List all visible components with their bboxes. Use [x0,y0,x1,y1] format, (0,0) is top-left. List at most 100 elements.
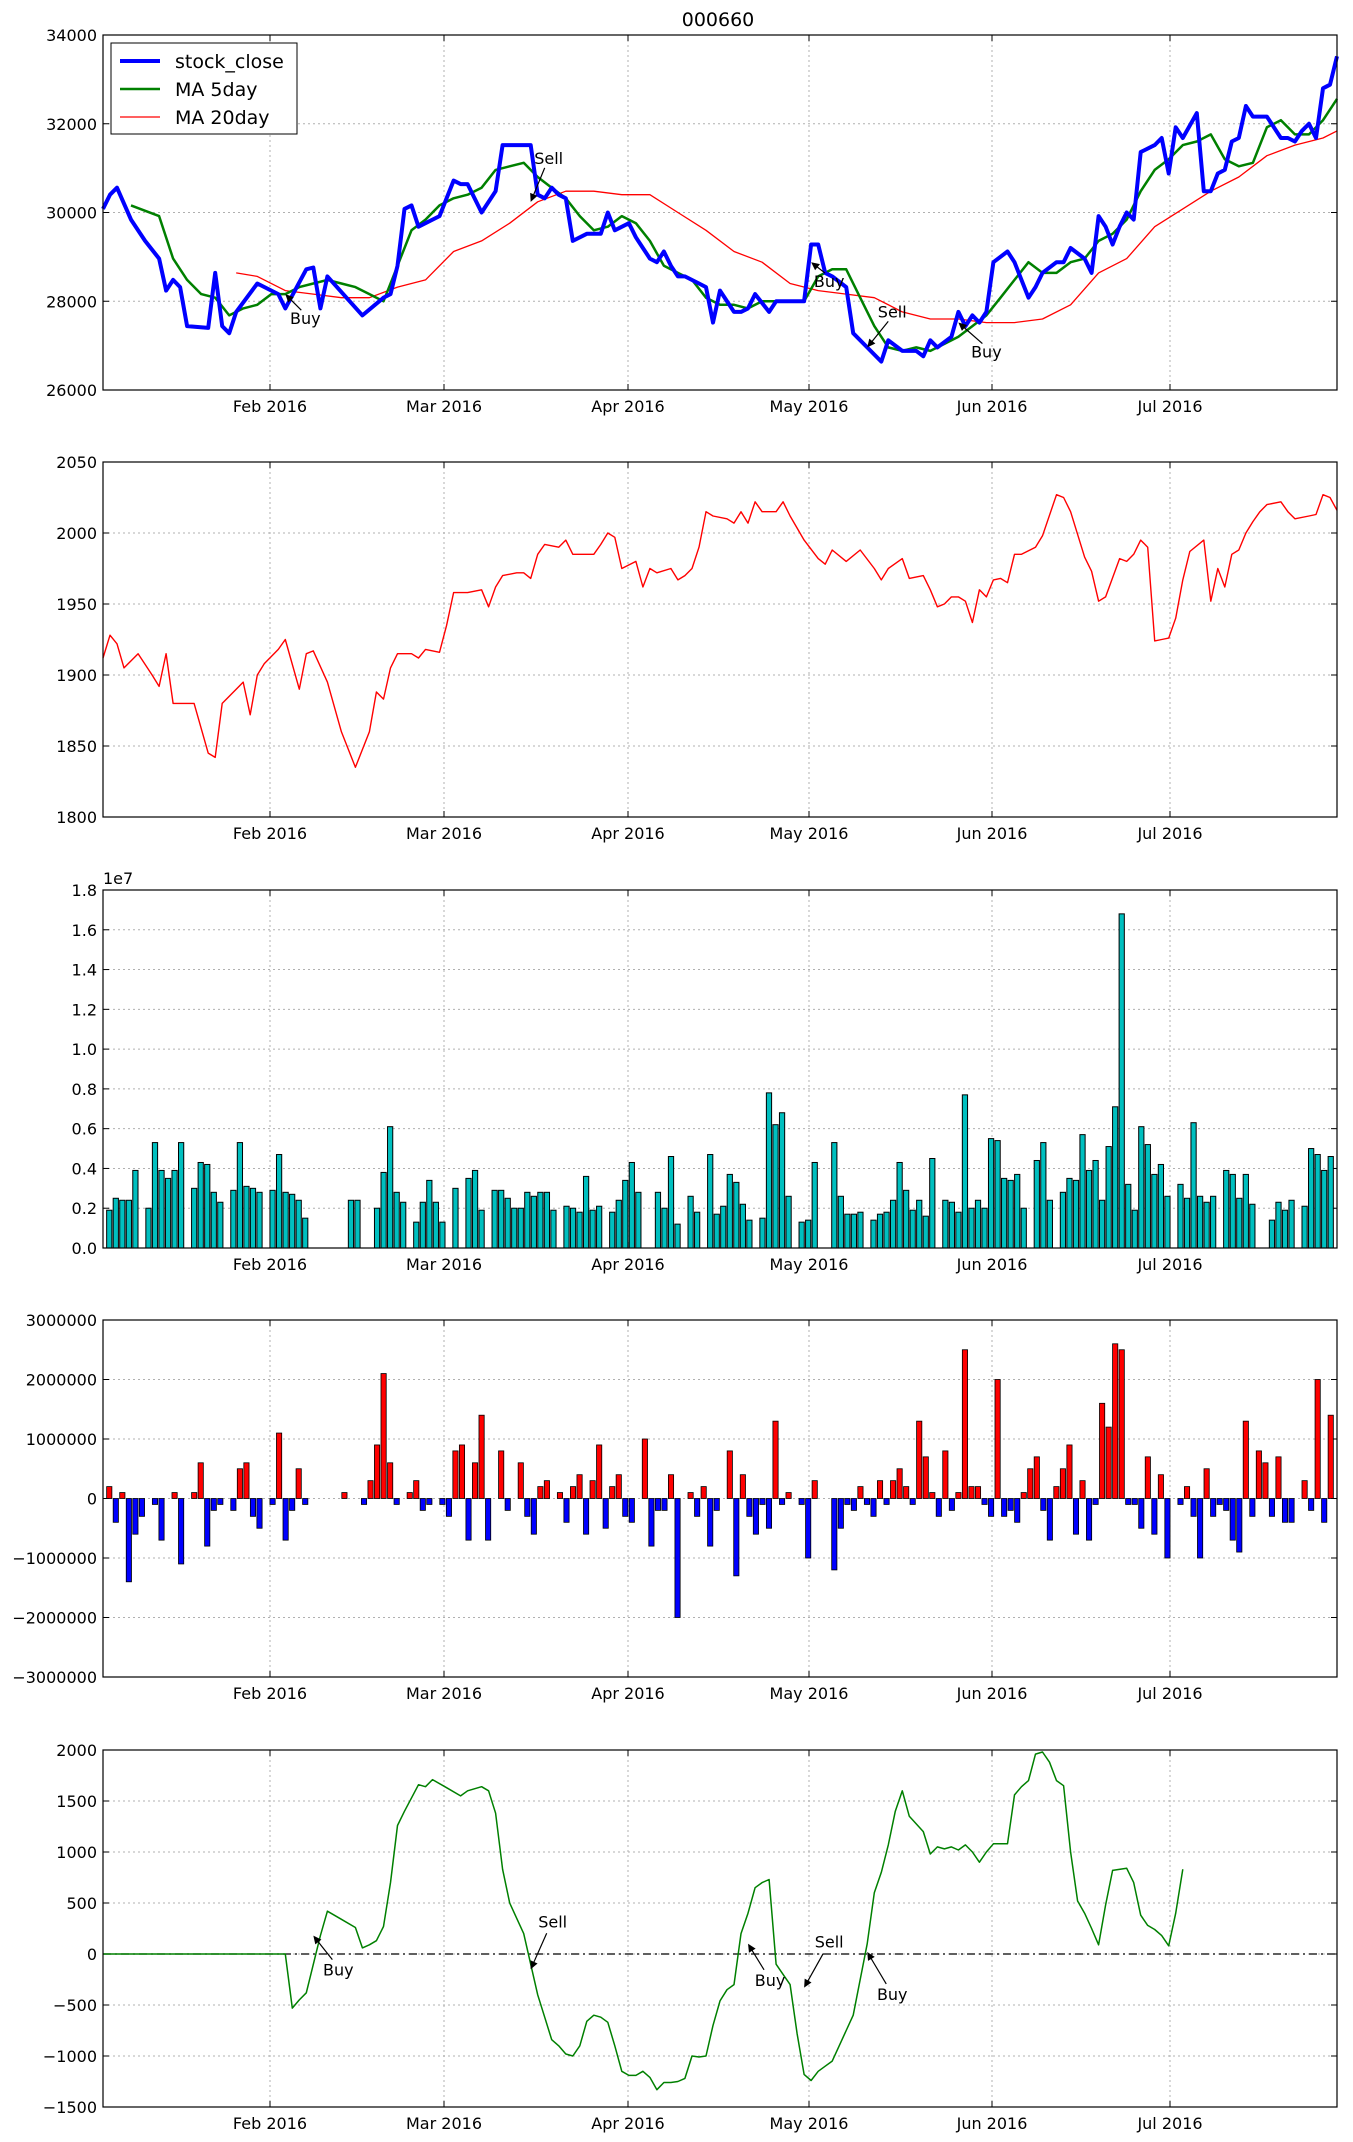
legend-label-1: stock_close [175,51,284,73]
volume-bar [1236,1197,1243,1249]
annotation-label: Sell [534,149,563,168]
volume-bar [1079,1134,1086,1249]
x-tick-label: Jul 2016 [1136,1684,1202,1703]
flow-bar [374,1444,381,1499]
flow-bar [341,1492,348,1499]
flow-bar [641,1438,648,1499]
flow-bar [543,1480,550,1499]
flow-bar [896,1468,903,1499]
annotation-arrowhead [530,1960,538,1970]
flow-bar [1268,1498,1275,1517]
flow-bar [1301,1480,1308,1499]
y-tick-label: −3000000 [12,1668,97,1687]
flow-bar [772,1420,779,1499]
y-tick-label: 32000 [46,115,97,134]
flow-bar [1112,1343,1119,1499]
annotation-arrow [316,1939,333,1961]
flow-bar [1255,1450,1262,1499]
flow-bar [948,1498,955,1511]
volume-bar [243,1185,250,1249]
x-tick-label: Jul 2016 [1136,2114,1202,2133]
volume-bar [942,1199,949,1249]
flow-bar [733,1498,740,1577]
flow-bar [1327,1414,1334,1499]
flow-bar [863,1498,870,1505]
volume-bar [765,1092,773,1249]
volume-bar [909,1209,916,1249]
flow-bar [1053,1486,1060,1499]
volume-bar [1020,1207,1027,1249]
annotation-arrowhead [958,322,968,331]
y-tick-label: 2000 [56,1741,97,1760]
volume-bar [524,1191,531,1249]
x-tick-label: Jun 2016 [956,2114,1028,2133]
y-tick-label: 34000 [46,26,97,45]
flow-bar [648,1498,655,1547]
y-tick-label: 1.8 [72,881,97,900]
flow-bar [981,1498,988,1505]
y-tick-label: 28000 [46,292,97,311]
volume-bar [576,1211,583,1249]
flow-bar [1164,1498,1171,1559]
flow-bar [217,1498,224,1505]
volume-bar [393,1191,400,1249]
volume-bar [269,1189,276,1249]
x-tick-label: Apr 2016 [591,2114,664,2133]
volume-bar [354,1199,361,1249]
flow-bar [570,1486,577,1499]
flow-bar [1007,1498,1014,1511]
volume-bar [955,1211,962,1249]
panel-1: 26000 28000 30000 32000 34000 Feb 2016 Mar 201… [46,26,1339,416]
volume-bar [811,1161,818,1249]
volume-bar [1112,1106,1119,1249]
volume-bar [1040,1142,1047,1249]
volume-bar [850,1213,858,1249]
volume-bar [1099,1199,1106,1249]
volume-bar [661,1207,668,1249]
y-tick-label: −500 [53,1996,97,2015]
volume-bar [1229,1173,1236,1249]
x-tick-label: Apr 2016 [591,1255,664,1274]
flow-bar [445,1498,452,1517]
flow-bar [524,1498,531,1517]
flow-bar [119,1492,126,1499]
flow-bar [968,1486,975,1499]
flow-bar [988,1498,995,1517]
flow-bar [1203,1468,1210,1499]
x-tick-label: Jul 2016 [1136,824,1202,843]
volume-bar [1210,1195,1217,1249]
flow-bar [132,1498,139,1535]
flow-bar [1249,1498,1256,1517]
panel-2: 1800 1850 1900 1950 2000 2050 Feb 2016 Mar 2016… [56,453,1338,843]
volume-bar [1059,1191,1067,1249]
flow-bar [426,1498,433,1505]
flow-bar [1059,1468,1066,1499]
x-tick-label: Feb 2016 [233,1255,307,1274]
flow-bar [576,1474,583,1499]
y-tick-label: −1000000 [12,1549,97,1568]
flow-bar [1151,1498,1158,1535]
volume-bar [1327,1156,1334,1249]
annotation-arrow [532,167,546,197]
volume-bar [785,1195,792,1249]
x-tick-label: Mar 2016 [406,2114,482,2133]
annotation-label: Buy [971,343,1002,362]
volume-bar [230,1189,237,1249]
flow-bar [1184,1486,1191,1499]
flow-bar [1033,1456,1040,1499]
annotation-label: Sell [538,1912,567,1931]
volume-bar [987,1138,995,1249]
annotation-label: Buy [877,1985,908,2004]
x-tick-label: Feb 2016 [233,1684,307,1703]
volume-bar [478,1209,485,1249]
volume-bar [746,1219,753,1249]
plot-frame [102,461,1338,818]
volume-bar [1321,1169,1328,1249]
volume-bar [465,1177,472,1249]
flow-bar [674,1498,681,1618]
flow-bar [360,1498,368,1505]
flow-bar [661,1498,668,1511]
volume-bar [772,1124,779,1249]
y-tick-label: 2050 [56,453,97,472]
flow-bar [622,1498,629,1517]
